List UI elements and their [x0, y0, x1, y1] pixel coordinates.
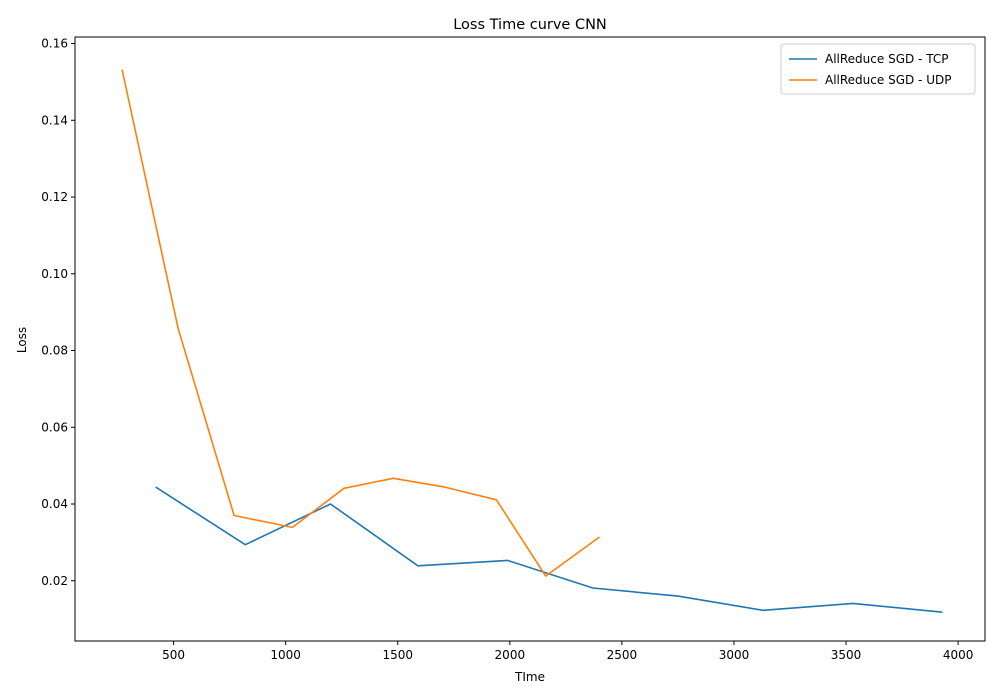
x-tick-label: 3500	[831, 648, 862, 662]
x-tick-label: 2500	[607, 648, 638, 662]
x-tick-label: 1500	[382, 648, 413, 662]
x-tick-label: 3000	[719, 648, 750, 662]
y-tick-label: 0.08	[41, 344, 68, 358]
series-line-tcp	[155, 486, 943, 613]
y-axis-ticks: 0.02 0.04 0.06 0.08 0.10 0.12 0.14 0.16	[41, 37, 75, 588]
x-tick-label: 1000	[270, 648, 301, 662]
plot-frame	[74, 36, 986, 642]
y-tick-label: 0.02	[41, 574, 68, 588]
y-tick-label: 0.12	[41, 190, 68, 204]
legend-label: AllReduce SGD - UDP	[825, 73, 951, 87]
legend-box	[780, 43, 976, 95]
y-tick-label: 0.10	[41, 267, 68, 281]
series-line-udp	[121, 69, 600, 577]
x-axis-ticks: 500 1000 1500 2000 2500 3000 3500 4000	[162, 641, 973, 662]
legend-label: AllReduce SGD - TCP	[825, 52, 948, 66]
y-tick-label: 0.04	[41, 497, 68, 511]
y-tick-label: 0.06	[41, 420, 68, 434]
chart-title: Loss Time curve CNN	[453, 17, 607, 33]
y-axis-label: Loss	[15, 327, 29, 353]
x-tick-label: 500	[162, 648, 185, 662]
x-tick-label: 2000	[495, 648, 526, 662]
legend: AllReduce SGD - TCP AllReduce SGD - UDP	[780, 43, 976, 95]
y-tick-label: 0.14	[41, 113, 68, 127]
x-tick-label: 4000	[943, 648, 974, 662]
series-lines	[121, 69, 943, 613]
y-tick-label: 0.16	[41, 37, 68, 51]
x-axis-label: TIme	[514, 670, 545, 684]
